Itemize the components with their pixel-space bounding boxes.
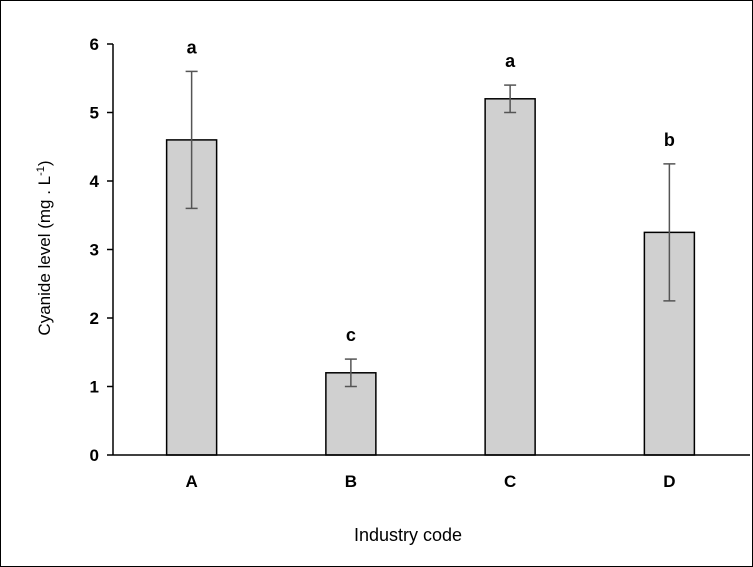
significance-letter-C: a xyxy=(505,51,516,71)
y-tick-label: 5 xyxy=(90,104,99,123)
bar-C xyxy=(484,98,536,456)
y-tick-label: 4 xyxy=(90,172,100,191)
significance-letter-A: a xyxy=(187,37,198,57)
y-tick-label: 0 xyxy=(90,446,99,465)
y-tick-label: 2 xyxy=(90,309,99,328)
y-axis-title-main: Cyanide level (mg . L xyxy=(35,176,54,336)
error-bar-A xyxy=(185,70,198,210)
error-bar-C xyxy=(504,84,517,114)
x-tick-label-A: A xyxy=(185,472,197,491)
x-tick-label-C: C xyxy=(504,472,516,491)
significance-labels: a c a b xyxy=(187,37,675,345)
x-tick-label-B: B xyxy=(345,472,357,491)
y-axis-title-superscript: -1 xyxy=(35,166,47,176)
y-axis-title: Cyanide level (mg . L-1) xyxy=(35,160,54,335)
error-bar-D xyxy=(663,163,676,302)
x-axis: A B C D xyxy=(113,454,750,491)
y-tick-label: 3 xyxy=(90,241,99,260)
y-axis-title-end: ) xyxy=(35,160,54,166)
significance-letter-D: b xyxy=(664,130,675,150)
error-bar-B xyxy=(344,358,357,388)
bar-D xyxy=(643,231,696,456)
x-axis-title: Industry code xyxy=(354,525,462,545)
error-bars-layer xyxy=(185,70,676,388)
y-tick-label: 6 xyxy=(90,35,99,54)
bars-layer xyxy=(165,98,696,456)
y-axis: 0 1 2 3 4 5 6 xyxy=(90,35,114,465)
x-tick-label-D: D xyxy=(663,472,675,491)
y-tick-label: 1 xyxy=(90,378,99,397)
significance-letter-B: c xyxy=(346,325,356,345)
